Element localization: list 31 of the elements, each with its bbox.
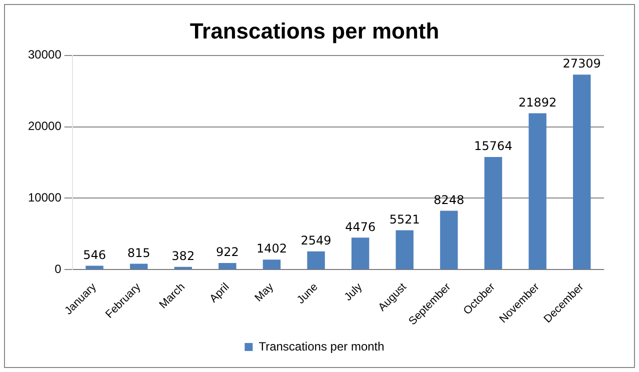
data-label: 815	[127, 246, 150, 260]
data-label: 5521	[389, 212, 420, 226]
x-tick-label: May	[252, 280, 276, 304]
bar	[218, 263, 236, 270]
data-label: 8248	[434, 192, 464, 207]
chart-title: Transcations per month	[190, 18, 440, 44]
legend-label: Transcations per month	[258, 339, 384, 354]
data-label: 15764	[474, 139, 512, 154]
data-label: 21892	[518, 95, 557, 110]
y-tick-label: 20000	[28, 119, 62, 134]
data-label: 382	[172, 249, 195, 264]
bar	[528, 113, 546, 270]
bar	[130, 264, 148, 270]
bar	[484, 157, 502, 270]
bar	[351, 238, 370, 270]
data-label: 4476	[345, 220, 376, 234]
bar	[86, 266, 104, 270]
y-tick-label: 0	[54, 262, 62, 276]
bar	[307, 251, 325, 270]
data-label: 922	[216, 245, 239, 260]
data-label: 1402	[256, 242, 288, 256]
x-tick-label: July	[342, 280, 365, 304]
data-label: 2549	[300, 234, 332, 248]
bar	[440, 210, 458, 270]
data-label: 27309	[562, 56, 601, 71]
data-label: 546	[83, 248, 106, 262]
y-tick-label: 10000	[28, 190, 62, 205]
y-tick-label: 30000	[28, 48, 62, 62]
bar	[396, 230, 414, 270]
bar	[572, 74, 591, 270]
bar	[262, 260, 281, 270]
